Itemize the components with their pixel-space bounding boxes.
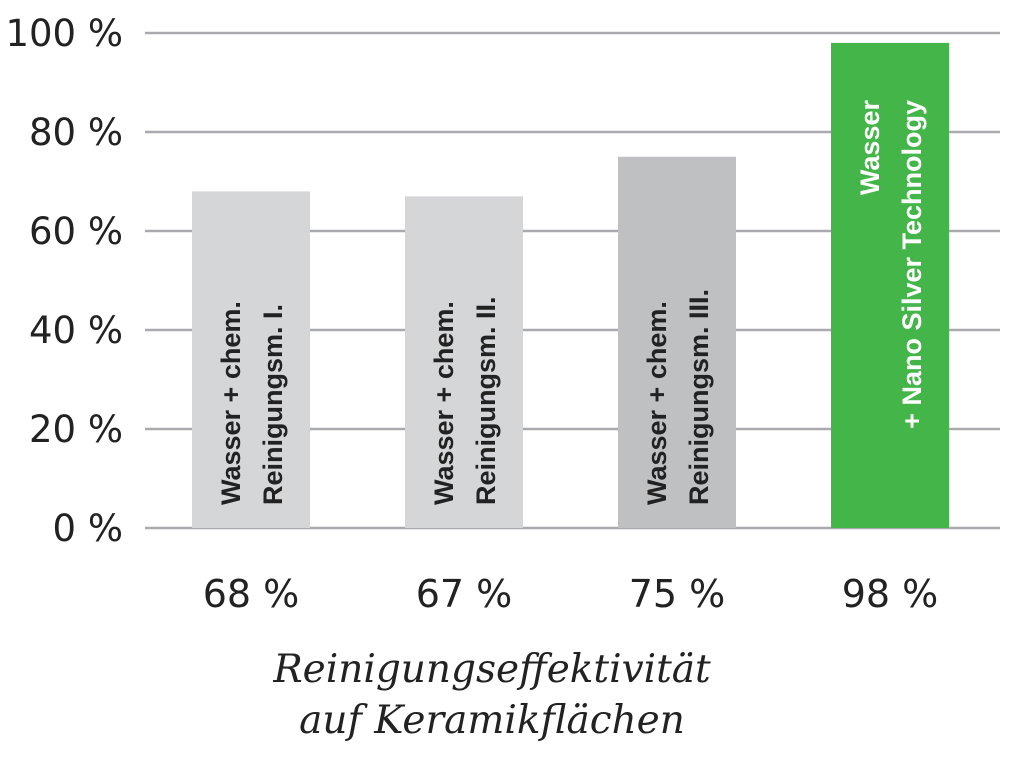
bar [618, 156, 736, 528]
y-tick-label: 60 % [29, 210, 123, 253]
bar-category-label: Wasser + chem. [216, 301, 246, 505]
bar-value-label: 98 % [842, 572, 939, 616]
bar-value-label: 68 % [203, 572, 300, 616]
y-tick-label: 20 % [29, 408, 123, 451]
bar-group: Wasser + chem. Reinigungsm. I. [192, 191, 310, 528]
bar-category-label: Wasser [855, 100, 885, 196]
bar-group: Wasser + Nano Silver Technology [831, 42, 949, 529]
y-tick-label: 40 % [29, 309, 123, 352]
bar-value-label: 75 % [629, 572, 726, 616]
bar-category-label: Reinigungsm. III. [684, 289, 714, 505]
bar [192, 191, 310, 528]
bar-category-label: Wasser + chem. [642, 301, 672, 505]
bars: Wasser + chem. Reinigungsm. I. Wasser + ch… [192, 42, 949, 529]
bar-group: Wasser + chem. Reinigungsm. II. [405, 196, 523, 528]
bar-category-label: Wasser + chem. [429, 301, 459, 505]
bar-category-label: Reinigungsm. II. [471, 296, 501, 505]
bar-category-label: Reinigungsm. I. [258, 304, 288, 505]
x-axis-label-line-1: Reinigungseffektivität [272, 647, 711, 692]
y-tick-label: 80 % [29, 111, 123, 154]
y-tick-label: 100 % [5, 12, 123, 55]
y-axis-ticks: 0 % 20 % 40 % 60 % 80 % 100 % [5, 12, 123, 550]
x-axis-label-line-2: auf Keramikflächen [299, 698, 685, 743]
bar-group: Wasser + chem. Reinigungsm. III. [618, 156, 736, 528]
value-labels: 68 % 67 % 75 % 98 % [203, 572, 939, 616]
bar-value-label: 67 % [416, 572, 513, 616]
bar [831, 42, 949, 529]
y-tick-label: 0 % [53, 507, 123, 550]
bar-category-label: + Nano Silver Technology [897, 100, 927, 429]
bar [405, 196, 523, 528]
